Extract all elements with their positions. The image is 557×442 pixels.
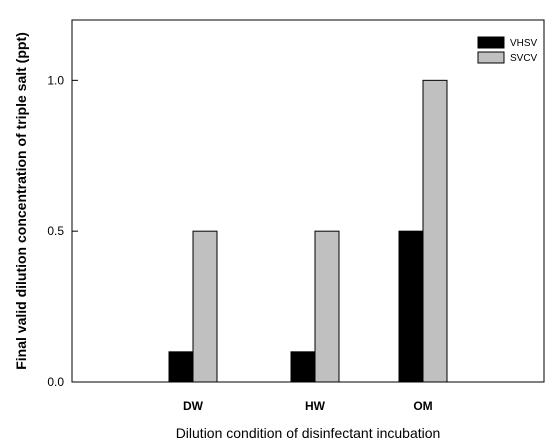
bar-vhsv-dw: [168, 351, 194, 383]
plot-area-frame: [71, 19, 545, 383]
y-axis-title: Final valid dilution concentration of tr…: [13, 32, 29, 370]
bars: [168, 79, 448, 383]
bar-vhsv-om: [398, 230, 424, 383]
legend-label-svcv: SVCV: [510, 53, 538, 64]
x-axis-category-labels: DW HW OM: [183, 399, 433, 413]
y-tick-label: 0.0: [47, 375, 64, 389]
bar-vhsv-hw: [290, 351, 316, 383]
bar-svcv-hw: [314, 230, 340, 383]
y-axis-ticks: 0.0 0.5 1.0: [47, 73, 78, 389]
legend-label-vhsv: VHSV: [510, 38, 538, 49]
bar-svcv-dw: [192, 230, 218, 383]
legend-swatch-vhsv: [477, 36, 505, 49]
y-tick-label: 0.5: [47, 224, 64, 238]
y-tick-label: 1.0: [47, 73, 64, 87]
bar-svcv-om: [422, 79, 448, 383]
legend-swatch-svcv: [477, 51, 505, 64]
x-axis-title: Dilution condition of disinfectant incub…: [176, 425, 441, 441]
legend: VHSV SVCV: [477, 36, 538, 64]
x-tick-label-dw: DW: [183, 399, 204, 413]
x-tick-label-hw: HW: [305, 399, 326, 413]
x-tick-label-om: OM: [413, 399, 432, 413]
